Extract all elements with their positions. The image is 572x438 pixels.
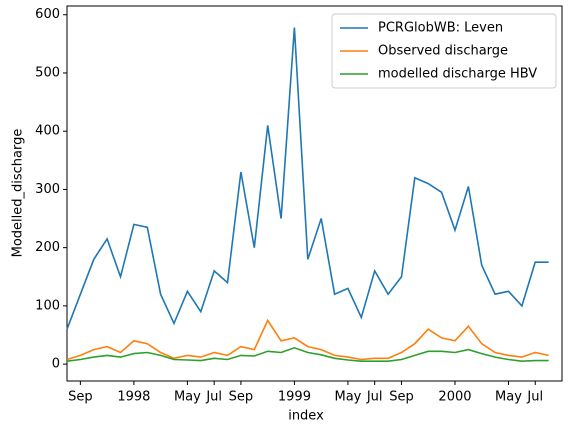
series-line	[66, 346, 549, 363]
x-tick-label: 1999	[278, 390, 311, 405]
x-tick-label: Jul	[366, 390, 383, 405]
legend-label: modelled discharge HBV	[378, 67, 537, 82]
series-line	[66, 27, 549, 330]
y-tick-label: 500	[35, 65, 60, 80]
x-tick-label: Sep	[68, 390, 93, 405]
plot-frame	[66, 5, 563, 382]
x-tick-label: Sep	[229, 390, 254, 405]
y-tick-label: 400	[35, 124, 60, 139]
y-tick-label: 100	[35, 298, 60, 313]
y-tick-label: 0	[52, 357, 60, 372]
x-tick-label: 2000	[438, 390, 471, 405]
legend-label: PCRGlobWB: Leven	[378, 21, 503, 36]
x-tick-label: May	[495, 390, 522, 405]
y-axis-label: Modelled_discharge	[11, 129, 26, 258]
x-tick-label: May	[174, 390, 201, 405]
series-line	[66, 318, 549, 361]
y-tick-label: 200	[35, 240, 60, 255]
x-tick-label: Jul	[205, 390, 222, 405]
x-axis-label: index	[288, 409, 324, 424]
x-tick-label: May	[335, 390, 362, 405]
legend-box	[331, 13, 557, 89]
y-tick-label: 600	[35, 7, 60, 22]
y-tick-label: 300	[35, 182, 60, 197]
x-tick-label: Sep	[389, 390, 414, 405]
x-tick-label: Jul	[526, 390, 543, 405]
legend-label: Observed discharge	[378, 44, 508, 59]
x-tick-label: 1998	[117, 390, 150, 405]
